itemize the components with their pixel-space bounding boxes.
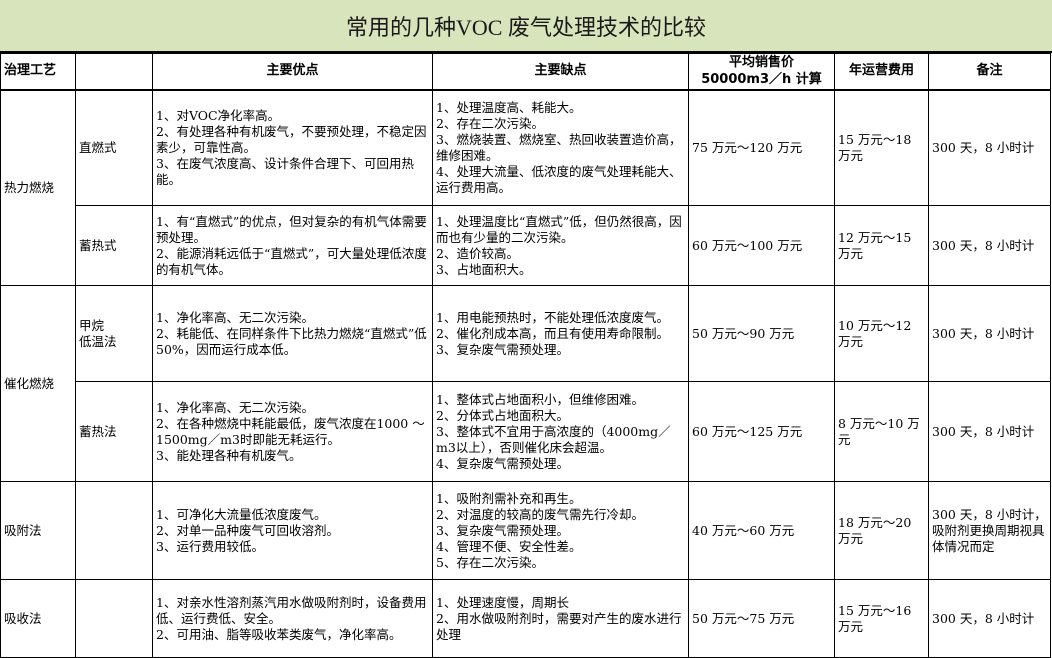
annual-cost-cell: 12 万元～15 万元 <box>834 205 929 286</box>
process-group: 吸附法 <box>0 481 76 580</box>
method-name: 蓄热式 <box>75 205 153 286</box>
list-item: 1、有“直燃式”的优点，但对复杂的有机气体需要预处理。 <box>156 213 427 245</box>
cons-cell: 1、整体式占地面积小，但维修困难。 2、分体式占地面积大。 3、整体式不宜用于高浓度… <box>432 381 689 482</box>
table-row: 热力燃烧 直燃式 1、对VOC净化率高。 2、有处理各种有机废气，不要预处理，不稳定因… <box>0 89 1051 286</box>
list-item: 2、有处理各种有机废气，不要预处理，不稳定因素少，可靠性高。 <box>156 123 427 155</box>
note-cell: 300 天，8 小时计 <box>928 89 1051 206</box>
annual-cost-cell: 10 万元～12 万元 <box>834 285 929 382</box>
pros-cell: 1、对VOC净化率高。 2、有处理各种有机废气，不要预处理，不稳定因素少，可靠性高… <box>152 89 433 206</box>
table-row: 吸收法 1、对亲水性溶剂蒸汽用水做吸附剂时，设备费用低、运行费低、安全。 2、可用油… <box>0 579 1051 658</box>
table-row: 蓄热法 1、净化率高、无二次污染。 2、在各种燃烧中耗能最低，废气浓度在1000 ～… <box>1 381 1051 482</box>
list-item: 3、复杂废气需预处理。 <box>436 522 569 538</box>
table-row: 催化燃烧 甲烷 低温法 1、净化率高、无二次污染。 2、耗能低、在同样条件下比热力燃烧… <box>0 285 1051 482</box>
price-cell: 50 万元～90 万元 <box>688 285 835 382</box>
list-item: 1、净化率高、无二次污染。 <box>156 399 314 415</box>
list-item: 3、占地面积大。 <box>436 261 532 277</box>
list-item: 2、在各种燃烧中耗能最低，废气浓度在1000 ～1500mg／m3时即能无耗运行… <box>156 415 425 447</box>
price-cell: 75 万元～120 万元 <box>688 89 835 206</box>
header-method <box>75 53 153 90</box>
note-cell: 300 天，8 小时计 <box>928 579 1051 658</box>
note-cell: 300 天，8 小时计 <box>928 285 1051 382</box>
method-name: 蓄热法 <box>75 381 153 482</box>
method-name <box>75 579 153 658</box>
list-item: 2、对温度的较高的废气需先行冷却。 <box>436 506 644 522</box>
list-item: 1、可净化大流量低浓度废气。 <box>156 506 327 522</box>
annual-cost-cell: 15 万元～18 万元 <box>834 89 929 206</box>
header-annual-cost: 年运营费用 <box>834 53 929 90</box>
list-item: 1、处理温度比“直燃式”低，但仍然很高，因而也有少量的二次污染。 <box>436 213 682 245</box>
list-item: 3、复杂废气需预处理。 <box>436 341 569 357</box>
list-item: 4、管理不便、安全性差。 <box>436 538 582 554</box>
list-item: 2、对单一品种废气可回收溶剂。 <box>156 522 339 538</box>
list-item: 1、吸附剂需补充和再生。 <box>436 490 582 506</box>
process-group: 催化燃烧 <box>0 285 76 482</box>
list-item: 4、处理大流量、低浓度的废气处理耗能大、运行费用高。 <box>436 163 682 195</box>
method-name: 直燃式 <box>75 89 153 206</box>
header-cons: 主要缺点 <box>432 53 689 90</box>
cons-cell: 1、处理温度高、耗能大。 2、存在二次污染。 3、燃烧装置、燃烧室、热回收装置造价高… <box>432 89 689 206</box>
price-cell: 40 万元～60 万元 <box>688 481 835 580</box>
list-item: 1、用电能预热时，不能处理低浓度废气。 <box>436 309 669 325</box>
pros-cell: 1、有“直燃式”的优点，但对复杂的有机气体需要预处理。 2、能源消耗远低于“直燃式… <box>152 205 433 286</box>
list-item: 1、净化率高、无二次污染。 <box>156 309 314 325</box>
annual-cost-cell: 15 万元～16 万元 <box>834 579 929 658</box>
list-item: 2、造价较高。 <box>436 245 519 261</box>
list-item: 1、处理温度高、耗能大。 <box>436 99 582 115</box>
list-item: 2、耗能低、在同样条件下比热力燃烧“直燃式”低50%，因而运行成本低。 <box>156 325 427 357</box>
pros-cell: 1、可净化大流量低浓度废气。 2、对单一品种废气可回收溶剂。 3、运行费用较低。 <box>152 481 433 580</box>
cons-cell: 1、处理温度比“直燃式”低，但仍然很高，因而也有少量的二次污染。 2、造价较高。 3… <box>432 205 689 286</box>
list-item: 2、能源消耗远低于“直燃式”，可大量处理低浓度的有机气体。 <box>156 245 427 277</box>
cons-cell: 1、用电能预热时，不能处理低浓度废气。 2、催化剂成本高，而且有使用寿命限制。 3、… <box>432 285 689 382</box>
list-item: 4、复杂废气需预处理。 <box>436 455 569 471</box>
pros-cell: 1、对亲水性溶剂蒸汽用水做吸附剂时，设备费用低、运行费低、安全。 2、可用油、脂等… <box>152 579 433 658</box>
note-cell: 300 天，8 小时计 <box>928 381 1051 482</box>
annual-cost-cell: 18 万元～20 万元 <box>834 481 929 580</box>
list-item: 2、催化剂成本高，而且有使用寿命限制。 <box>436 325 669 341</box>
comparison-table: 治理工艺 主要优点 主要缺点 平均销售价 50000m3／h 计算 年运营费用 … <box>0 53 1051 658</box>
process-group: 吸收法 <box>0 579 76 658</box>
header-process: 治理工艺 <box>0 53 76 90</box>
price-cell: 50 万元～75 万元 <box>688 579 835 658</box>
pros-cell: 1、净化率高、无二次污染。 2、在各种燃烧中耗能最低，废气浓度在1000 ～150… <box>152 381 433 482</box>
header-pros: 主要优点 <box>152 53 433 90</box>
process-group: 热力燃烧 <box>0 89 76 286</box>
table-row: 吸附法 1、可净化大流量低浓度废气。 2、对单一品种废气可回收溶剂。 3、运行费用较低… <box>0 481 1051 580</box>
list-item: 1、对亲水性溶剂蒸汽用水做吸附剂时，设备费用低、运行费低、安全。 <box>156 594 427 626</box>
method-name: 甲烷 低温法 <box>75 285 153 382</box>
method-name <box>75 481 153 580</box>
price-cell: 60 万元～100 万元 <box>688 205 835 286</box>
price-cell: 60 万元～125 万元 <box>688 381 835 482</box>
list-item: 3、运行费用较低。 <box>156 538 264 554</box>
table-row: 蓄热式 1、有“直燃式”的优点，但对复杂的有机气体需要预处理。 2、能源消耗远低于“… <box>1 205 1051 286</box>
list-item: 2、可用油、脂等吸收苯类废气，净化率高。 <box>156 626 402 642</box>
list-item: 3、在废气浓度高、设计条件合理下、可回用热能。 <box>156 155 414 187</box>
note-cell: 300 天，8 小时计，吸附剂更换周期视具体情况而定 <box>928 481 1051 580</box>
list-item: 3、整体式不宜用于高浓度的（4000mg／m3以上），否则催化床会超温。 <box>436 423 671 455</box>
cons-cell: 1、吸附剂需补充和再生。 2、对温度的较高的废气需先行冷却。 3、复杂废气需预处理。… <box>432 481 689 580</box>
pros-cell: 1、净化率高、无二次污染。 2、耗能低、在同样条件下比热力燃烧“直燃式”低50%，… <box>152 285 433 382</box>
list-item: 2、用水做吸附剂时，需要对产生的废水进行处理 <box>436 610 682 642</box>
list-item: 3、能处理各种有机废气。 <box>156 447 302 463</box>
cons-cell: 1、处理速度慢，周期长 2、用水做吸附剂时，需要对产生的废水进行处理 <box>432 579 689 658</box>
header-price: 平均销售价 50000m3／h 计算 <box>688 53 835 90</box>
list-item: 1、整体式占地面积小，但维修困难。 <box>436 391 644 407</box>
list-item: 3、燃烧装置、燃烧室、热回收装置造价高，维修困难。 <box>436 131 682 163</box>
list-item: 2、存在二次污染。 <box>436 115 544 131</box>
page-title: 常用的几种VOC 废气处理技术的比较 <box>0 0 1052 53</box>
header-row: 治理工艺 主要优点 主要缺点 平均销售价 50000m3／h 计算 年运营费用 … <box>0 53 1051 90</box>
list-item: 1、处理速度慢，周期长 <box>436 594 569 610</box>
header-note: 备注 <box>928 53 1051 90</box>
annual-cost-cell: 8 万元～10 万元 <box>834 381 929 482</box>
note-cell: 300 天，8 小时计 <box>928 205 1051 286</box>
list-item: 5、存在二次污染。 <box>436 554 544 570</box>
list-item: 2、分体式占地面积大。 <box>436 407 569 423</box>
list-item: 1、对VOC净化率高。 <box>156 107 281 123</box>
